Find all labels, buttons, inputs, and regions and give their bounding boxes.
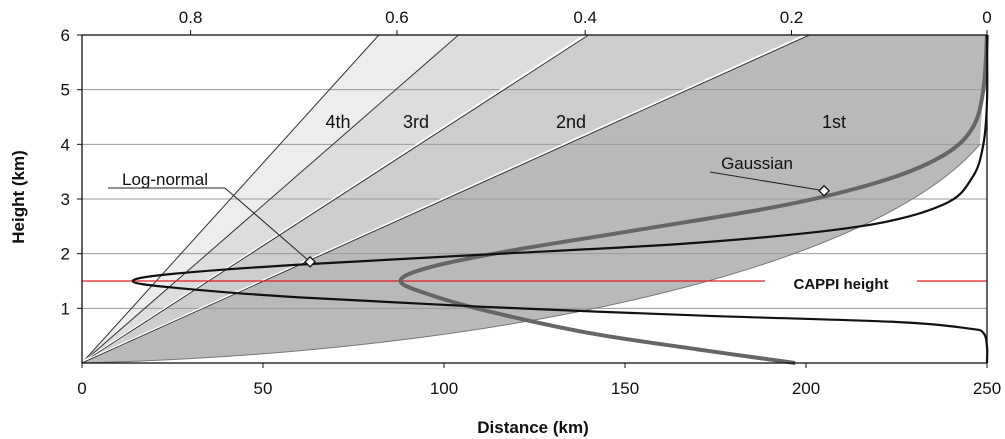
series-gaussian-line [398,34,989,365]
y-tick-label-2: 2 [61,245,70,264]
x-tick-label-50: 50 [254,379,273,398]
beam-ray-1 [81,34,459,364]
top-tick-label-0: 0 [982,8,991,27]
beam-ray-gap-0 [82,33,587,364]
x-tick-label-150: 150 [611,379,639,398]
x-tick-label-0: 0 [77,379,86,398]
gaussian-leader [709,171,825,192]
lognormal-label: Log-normal [122,170,208,189]
y-axis-title: Height (km) [9,150,28,244]
lognormal-leader [224,187,311,263]
y-tick-label-6: 6 [61,26,70,45]
region-label-4th: 4th [325,112,350,132]
top-tick-label-0.4: 0.4 [573,8,597,27]
y-tick-label-5: 5 [61,81,70,100]
lognormal-marker [304,255,316,268]
beam-ray-0 [81,34,380,364]
top-tick-label-0.8: 0.8 [179,8,203,27]
region-label-1st: 1st [822,112,846,132]
gaussian-label: Gaussian [721,154,793,173]
top-tick-label-0.6: 0.6 [385,8,409,27]
beam-ray-double-0 [81,34,589,364]
cappi-label-background [765,273,917,295]
cappi-height-label: CAPPI height [793,276,888,293]
beam-ray-gap-1 [82,33,807,364]
x-tick-label-200: 200 [792,379,820,398]
gaussian-marker [818,184,831,197]
plot-area: 0 50 100 150 200 250 1 2 3 4 5 6 0.8 0.6 0.4 0.2 0 [61,8,1002,398]
beam-ray-double-1 [81,34,810,364]
series-lognormal-line [131,34,989,364]
y-tick-label-3: 3 [61,190,70,209]
x-axis-title: Distance (km) [477,418,588,437]
y-tick-label-1: 1 [61,299,70,318]
top-tick-label-0.2: 0.2 [780,8,804,27]
x-tick-label-100: 100 [430,379,458,398]
y-tick-label-4: 4 [61,135,70,154]
region-label-2nd: 2nd [556,112,586,132]
x-tick-label-250: 250 [973,379,1001,398]
beam-lower-edge [81,144,981,364]
region-label-3rd: 3rd [403,112,429,132]
